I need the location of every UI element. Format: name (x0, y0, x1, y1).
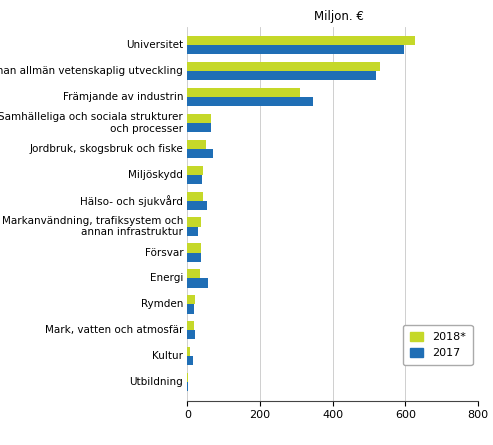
Bar (187, 113, 211, 123)
Bar (187, 140, 206, 149)
Bar (187, 201, 208, 210)
Bar (187, 62, 380, 71)
Bar (187, 330, 195, 340)
Bar (187, 88, 300, 97)
Bar (187, 269, 200, 279)
Bar (187, 218, 201, 227)
Bar (187, 243, 201, 253)
Bar (187, 97, 313, 106)
Bar (187, 45, 404, 54)
Bar (187, 227, 198, 236)
Bar (187, 191, 203, 201)
Bar (187, 347, 190, 356)
Bar (187, 71, 377, 80)
Bar (187, 356, 193, 365)
Bar (187, 36, 415, 45)
Bar (187, 166, 203, 174)
Legend: 2018*, 2017: 2018*, 2017 (403, 325, 473, 365)
Bar (187, 295, 195, 304)
Bar (187, 321, 194, 330)
Bar (187, 174, 202, 184)
Bar (187, 123, 211, 132)
Bar (187, 149, 213, 158)
Text: Miljon. €: Miljon. € (314, 10, 363, 23)
Bar (187, 279, 209, 287)
Bar (187, 304, 194, 314)
Bar (187, 253, 201, 262)
